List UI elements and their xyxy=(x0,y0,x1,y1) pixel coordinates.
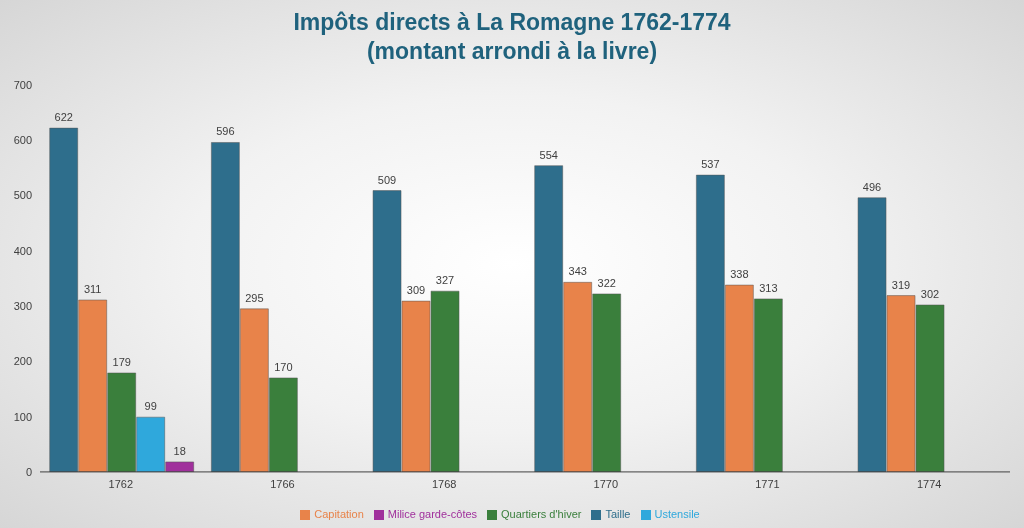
html-text:Impôts directs à La Romagne 17: Impôts directs à La Romagne 1762-1774 xyxy=(293,9,731,35)
svg-text:554: 554 xyxy=(540,149,558,161)
svg-text:179: 179 xyxy=(113,356,131,368)
svg-text:596: 596 xyxy=(216,125,234,137)
svg-text:300: 300 xyxy=(14,300,32,312)
svg-text:319: 319 xyxy=(892,279,910,291)
svg-text:0: 0 xyxy=(26,466,32,478)
svg-text:500: 500 xyxy=(14,189,32,201)
svg-text:100: 100 xyxy=(14,411,32,423)
svg-text:1770: 1770 xyxy=(594,478,618,490)
svg-text:496: 496 xyxy=(863,181,881,193)
svg-text:400: 400 xyxy=(14,245,32,257)
svg-text:509: 509 xyxy=(378,174,396,186)
html-text:Milice garde-côtes: Milice garde-côtes xyxy=(387,507,478,520)
html-text:Capitation: Capitation xyxy=(314,507,364,520)
svg-text:1768: 1768 xyxy=(432,478,456,490)
svg-text:322: 322 xyxy=(598,277,616,289)
html-text:Taille: Taille xyxy=(605,507,631,520)
svg-text:311: 311 xyxy=(84,283,102,295)
svg-text:1771: 1771 xyxy=(755,478,779,490)
svg-text:537: 537 xyxy=(701,158,719,170)
svg-text:309: 309 xyxy=(407,284,425,296)
svg-text:313: 313 xyxy=(759,282,777,294)
svg-text:1766: 1766 xyxy=(270,478,294,490)
html-text:Quartiers d'hiver: Quartiers d'hiver xyxy=(501,507,582,520)
svg-text:327: 327 xyxy=(436,274,454,286)
svg-text:200: 200 xyxy=(14,355,32,367)
svg-text:295: 295 xyxy=(245,292,263,304)
svg-text:343: 343 xyxy=(569,265,587,277)
svg-text:1774: 1774 xyxy=(917,478,941,490)
svg-text:622: 622 xyxy=(55,111,73,123)
svg-text:170: 170 xyxy=(274,361,292,373)
html-text:Ustensile: Ustensile xyxy=(654,507,700,520)
svg-text:338: 338 xyxy=(730,268,748,280)
svg-text:600: 600 xyxy=(14,134,32,146)
svg-text:99: 99 xyxy=(145,400,157,412)
svg-text:700: 700 xyxy=(14,79,32,91)
html-text:(montant arrondi à la livre): (montant arrondi à la livre) xyxy=(366,38,657,64)
svg-text:18: 18 xyxy=(174,445,186,457)
svg-text:1762: 1762 xyxy=(109,478,133,490)
svg-text:302: 302 xyxy=(921,288,939,300)
